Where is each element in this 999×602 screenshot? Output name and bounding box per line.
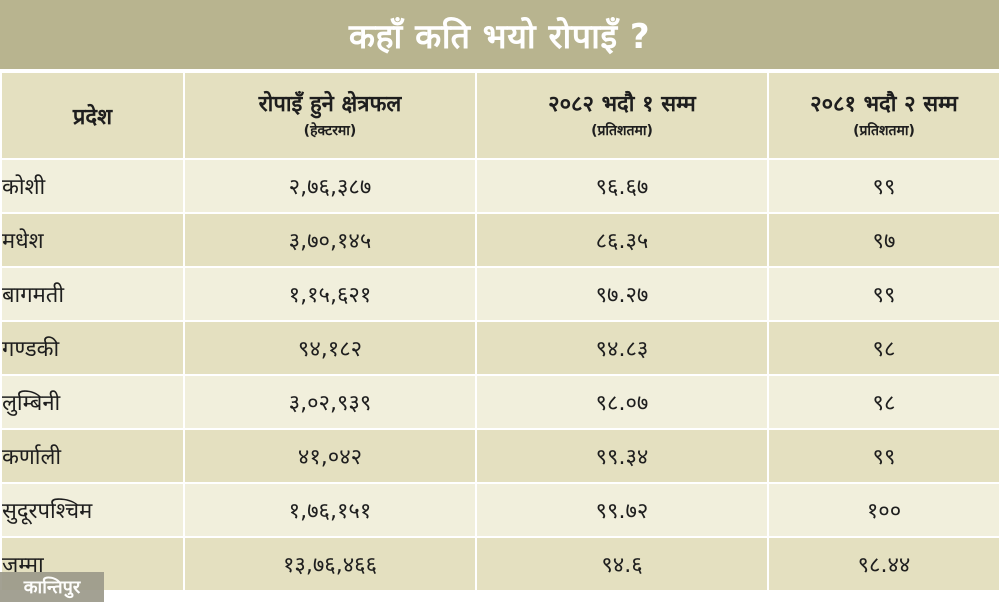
header-2081-label: २०८१ भदौ २ सम्म xyxy=(810,91,958,117)
pct-2081-cell: ९९ xyxy=(767,428,999,484)
paddy-plantation-table: प्रदेश रोपाइँ हुने क्षेत्रफल (हेक्टरमा) … xyxy=(0,71,999,592)
pct-2081-cell: ९८ xyxy=(767,320,999,376)
area-cell: ३,०२,९३९ xyxy=(183,374,477,430)
table-row: मधेश ३,७०,१४५ ८६.३५ ९७ xyxy=(0,212,999,268)
table-row: बागमती १,१५,६२१ ९७.२७ ९९ xyxy=(0,266,999,322)
header-area-unit: (हेक्टरमा) xyxy=(303,122,357,139)
pct-2082-cell: ९७.२७ xyxy=(475,266,769,322)
header-area-label: रोपाइँ हुने क्षेत्रफल xyxy=(258,91,402,117)
page-title: कहाँ कति भयो रोपाइँ ? xyxy=(348,16,651,57)
pct-2081-cell: ९८ xyxy=(767,374,999,430)
area-cell: ३,७०,१४५ xyxy=(183,212,477,268)
area-cell: ४१,०४२ xyxy=(183,428,477,484)
province-cell: सुदूरपश्चिम xyxy=(0,482,185,538)
area-cell: २,७६,३८७ xyxy=(183,158,477,214)
header-province-label: प्रदेश xyxy=(72,104,113,130)
pct-2082-cell: ९४.८३ xyxy=(475,320,769,376)
pct-2081-cell: ९९ xyxy=(767,266,999,322)
total-row: जम्मा १३,७६,४६६ ९४.६ ९८.४४ xyxy=(0,536,999,592)
header-2081-unit: (प्रतिशतमा) xyxy=(853,122,915,139)
title-banner: कहाँ कति भयो रोपाइँ ? xyxy=(0,0,999,69)
province-cell: कोशी xyxy=(0,158,185,214)
pct-2081-cell: १०० xyxy=(767,482,999,538)
pct-2082-cell: ८६.३५ xyxy=(475,212,769,268)
total-pct-2082: ९४.६ xyxy=(475,536,769,592)
total-area: १३,७६,४६६ xyxy=(183,536,477,592)
total-pct-2081: ९८.४४ xyxy=(767,536,999,592)
area-cell: ९४,१८२ xyxy=(183,320,477,376)
kantipur-logo: कान्तिपुर xyxy=(0,572,104,602)
header-2082-unit: (प्रतिशतमा) xyxy=(591,122,653,139)
table-row: कोशी २,७६,३८७ ९६.६७ ९९ xyxy=(0,158,999,214)
title-divider xyxy=(0,69,999,71)
table-row: गण्डकी ९४,१८२ ९४.८३ ९८ xyxy=(0,320,999,376)
pct-2082-cell: ९६.६७ xyxy=(475,158,769,214)
table-row: लुम्बिनी ३,०२,९३९ ९८.०७ ९८ xyxy=(0,374,999,430)
header-2082-label: २०८२ भदौ १ सम्म xyxy=(548,91,696,117)
header-2081: २०८१ भदौ २ सम्म (प्रतिशतमा) xyxy=(767,71,999,160)
province-cell: गण्डकी xyxy=(0,320,185,376)
pct-2082-cell: ९९.७२ xyxy=(475,482,769,538)
pct-2082-cell: ९९.३४ xyxy=(475,428,769,484)
province-cell: कर्णाली xyxy=(0,428,185,484)
table-row: कर्णाली ४१,०४२ ९९.३४ ९९ xyxy=(0,428,999,484)
area-cell: १,१५,६२१ xyxy=(183,266,477,322)
table-header-row: प्रदेश रोपाइँ हुने क्षेत्रफल (हेक्टरमा) … xyxy=(0,71,999,160)
pct-2081-cell: ९७ xyxy=(767,212,999,268)
logo-text: कान्तिपुर xyxy=(23,577,81,598)
header-area: रोपाइँ हुने क्षेत्रफल (हेक्टरमा) xyxy=(183,71,477,160)
header-province: प्रदेश xyxy=(0,71,185,160)
header-2082: २०८२ भदौ १ सम्म (प्रतिशतमा) xyxy=(475,71,769,160)
pct-2082-cell: ९८.०७ xyxy=(475,374,769,430)
pct-2081-cell: ९९ xyxy=(767,158,999,214)
table-row: सुदूरपश्चिम १,७६,१५१ ९९.७२ १०० xyxy=(0,482,999,538)
area-cell: १,७६,१५१ xyxy=(183,482,477,538)
province-cell: मधेश xyxy=(0,212,185,268)
province-cell: लुम्बिनी xyxy=(0,374,185,430)
province-cell: बागमती xyxy=(0,266,185,322)
